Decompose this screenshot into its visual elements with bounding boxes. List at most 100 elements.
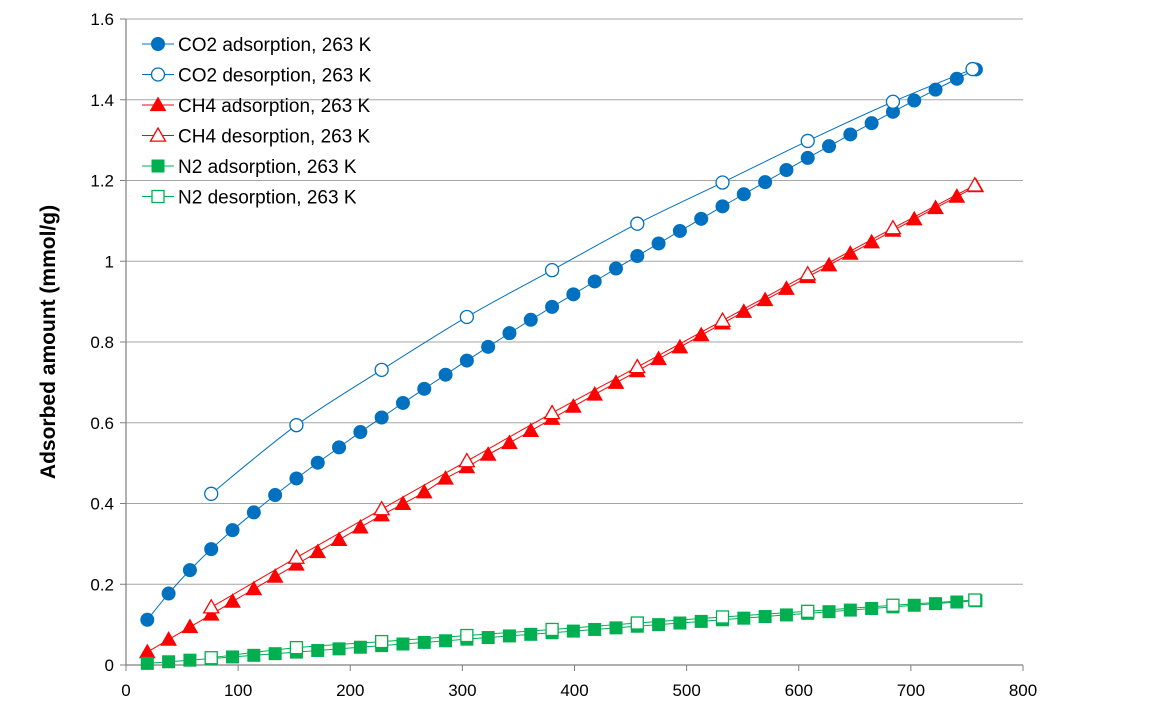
data-point (204, 651, 218, 665)
legend-item: CH4 desorption, 263 K (142, 127, 371, 148)
series-5 (140, 594, 983, 670)
data-point (247, 648, 261, 662)
data-point (779, 163, 794, 178)
data-point (162, 655, 176, 669)
series-6 (204, 593, 982, 665)
data-point (843, 603, 857, 617)
data-point (396, 637, 410, 651)
data-point (965, 61, 980, 77)
data-point (438, 367, 453, 382)
data-point (460, 628, 474, 643)
data-point (202, 606, 220, 621)
data-point (224, 593, 241, 608)
x-tick-label: 0 (121, 681, 130, 700)
data-point (652, 618, 666, 632)
series-line (146, 69, 977, 621)
data-point (968, 593, 982, 607)
data-point (608, 261, 623, 276)
data-point (865, 601, 879, 615)
data-point (628, 358, 646, 374)
series-2 (204, 61, 980, 501)
data-point (607, 374, 625, 389)
data-point (609, 621, 623, 635)
y-tick-label: 0.2 (90, 575, 114, 594)
x-tick-label: 400 (560, 681, 588, 700)
data-point (437, 469, 454, 485)
data-point (138, 643, 156, 659)
legend-label: N2 desorption, 263 K (178, 188, 357, 209)
data-point (204, 486, 219, 501)
data-point (202, 598, 220, 614)
data-point (758, 610, 772, 624)
legend-marker (151, 159, 165, 173)
legend-item: N2 adsorption, 263 K (142, 157, 357, 178)
data-point (523, 312, 538, 327)
data-point (800, 133, 815, 149)
data-point (415, 483, 433, 499)
data-point (266, 568, 284, 583)
data-point (907, 93, 922, 108)
data-point (374, 362, 389, 378)
gridlines (126, 18, 1023, 585)
y-axis-title: Adsorbed amount (mmol/g) (37, 205, 60, 479)
data-point (779, 608, 793, 622)
data-point (311, 643, 325, 657)
data-point (822, 605, 836, 619)
legend-item: CO2 desorption, 263 K (142, 66, 372, 87)
data-point (928, 82, 943, 97)
tick-labels: 0 0.2 0.4 0.6 0.8 1 1.2 1.4 1.6 0 100 200 300 400 500 6… (90, 10, 1037, 700)
data-point (713, 311, 732, 327)
legend-label: CO2 adsorption, 263 K (178, 35, 372, 56)
x-tick-label: 300 (448, 681, 476, 700)
data-point (204, 542, 219, 557)
series-line (147, 600, 976, 664)
series-3 (138, 177, 985, 659)
data-point (885, 94, 901, 109)
data-point (181, 618, 199, 634)
data-point (651, 236, 666, 251)
data-point (630, 616, 644, 630)
y-tick-label: 0.6 (90, 414, 114, 433)
legend-marker (151, 189, 165, 204)
series-1 (140, 62, 983, 627)
y-tick-label: 1.2 (90, 172, 114, 191)
legend-marker (149, 126, 167, 142)
data-point (289, 418, 304, 433)
data-point (417, 635, 431, 649)
data-point (630, 216, 645, 231)
data-point (864, 116, 879, 131)
data-point (374, 410, 389, 425)
x-tick-label: 200 (336, 681, 364, 700)
series-line (147, 185, 977, 653)
legend: CO2 adsorption, 263 K CO2 desorption, 263… (142, 35, 372, 209)
data-point (544, 262, 560, 278)
data-point (736, 187, 751, 202)
legend-label: CH4 adsorption, 263 K (178, 96, 371, 117)
legend-label: CH4 desorption, 263 K (178, 127, 371, 148)
data-point (966, 176, 984, 192)
data-point (800, 150, 815, 165)
data-point (226, 650, 240, 664)
data-point (822, 139, 837, 154)
data-point (374, 634, 389, 649)
y-tick-label: 1.4 (90, 91, 114, 110)
data-point (351, 518, 369, 534)
data-point (566, 624, 580, 638)
data-point (566, 287, 581, 302)
data-point (565, 398, 582, 413)
legend-label: CO2 desorption, 263 K (178, 66, 372, 87)
legend-label: N2 adsorption, 263 K (178, 157, 357, 178)
data-point (289, 471, 304, 486)
data-point (353, 640, 367, 654)
data-point (268, 488, 283, 503)
data-point (950, 595, 964, 609)
data-point (758, 175, 773, 190)
data-point (801, 604, 815, 618)
data-point (545, 299, 560, 314)
data-point (245, 580, 263, 596)
data-point (905, 210, 923, 226)
data-point (246, 505, 261, 520)
legend-marker (151, 37, 165, 51)
x-tick-label: 600 (785, 681, 813, 700)
data-point (182, 563, 197, 578)
